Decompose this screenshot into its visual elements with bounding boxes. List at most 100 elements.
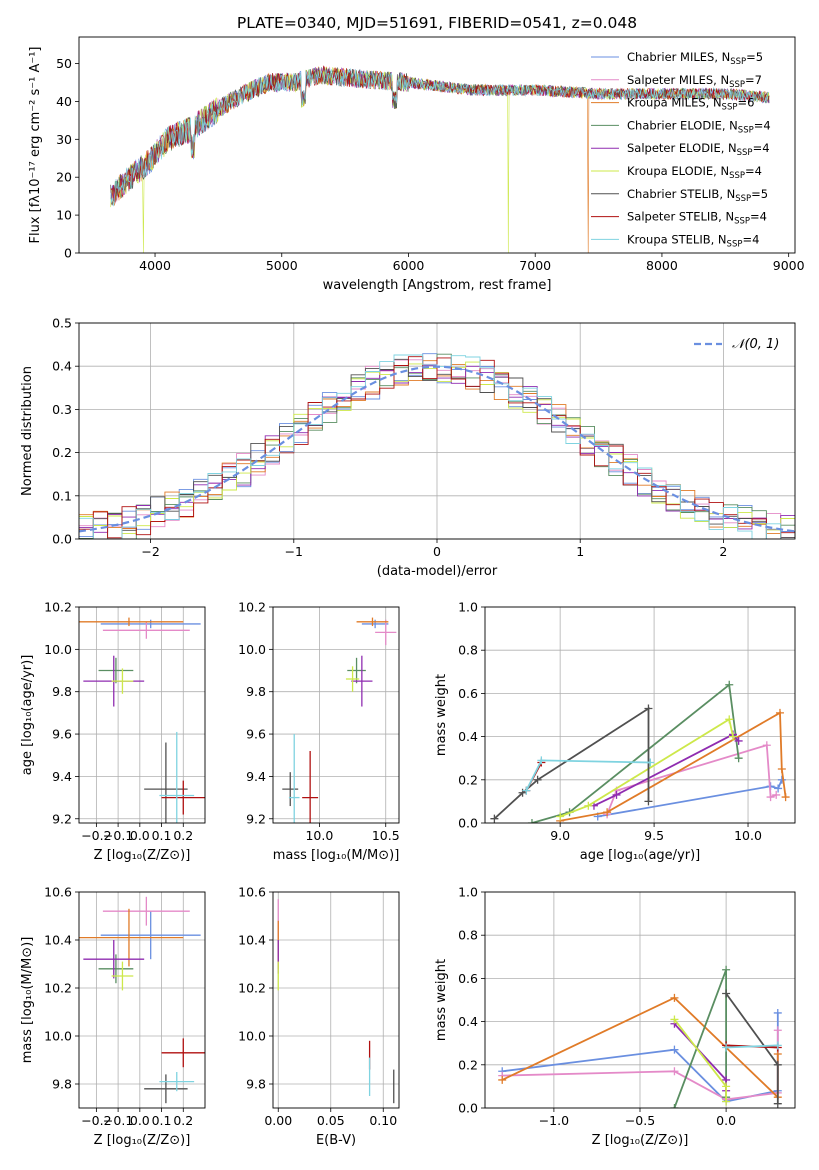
x-tick-label: 9.0 bbox=[550, 828, 570, 843]
y-axis-label: Flux [fλ10⁻¹⁷ erg cm⁻² s⁻¹ A⁻¹] bbox=[28, 47, 43, 244]
y-tick-label: 10.2 bbox=[238, 981, 266, 996]
y-tick-label: 0.2 bbox=[458, 1057, 478, 1072]
x-tick-label: 1 bbox=[576, 544, 584, 559]
x-tick-label: 0.10 bbox=[369, 1113, 397, 1128]
errorbar-point-chabrier-elodie bbox=[98, 657, 134, 684]
x-tick-label: 0.1 bbox=[152, 1113, 172, 1128]
weight-marker bbox=[781, 793, 790, 802]
y-tick-label: 9.8 bbox=[52, 1077, 72, 1092]
legend-label: Salpeter MILES, NSSP=7 bbox=[627, 73, 762, 90]
y-tick-label: 0.4 bbox=[458, 1014, 478, 1029]
y-tick-label: 20 bbox=[56, 170, 72, 185]
x-axis-label: (data-model)/error bbox=[377, 564, 498, 579]
y-tick-label: 10.2 bbox=[44, 981, 72, 996]
plot-area bbox=[498, 965, 782, 1108]
weight-marker bbox=[670, 1045, 679, 1054]
y-axis-label: mass weight bbox=[434, 674, 449, 756]
legend-label: Chabrier STELIB, NSSP=5 bbox=[627, 187, 768, 204]
errorbar-point-kroupa-elodie bbox=[345, 666, 360, 692]
weight-marker bbox=[646, 758, 655, 767]
spectrum-line-kroupa-stelib bbox=[110, 67, 770, 207]
spectrum-line-salpeter-stelib bbox=[110, 65, 770, 203]
weight-marker bbox=[603, 808, 612, 817]
y-tick-label: 1.0 bbox=[458, 600, 478, 615]
legend-label: Chabrier MILES, NSSP=5 bbox=[627, 50, 763, 67]
weight-marker bbox=[612, 790, 621, 799]
spectrum-line-chabrier-miles bbox=[110, 66, 770, 204]
legend-label: 𝒩(0, 1) bbox=[732, 337, 779, 352]
y-tick-label: 30 bbox=[56, 132, 72, 147]
x-tick-label: −0.5 bbox=[625, 1113, 655, 1128]
x-tick-label: 0.1 bbox=[152, 828, 172, 843]
y-tick-label: 10.0 bbox=[44, 642, 72, 657]
weight-marker bbox=[722, 1097, 731, 1106]
weight-line-kroupa-elodie bbox=[559, 717, 734, 818]
x-tick-label: 6000 bbox=[393, 258, 425, 273]
axes-frame bbox=[78, 606, 206, 824]
y-tick-label: 9.8 bbox=[246, 1077, 266, 1092]
x-axis-label: mass [log₁₀(M/M⊙)] bbox=[273, 848, 400, 863]
errorbar-point-salpeter-stelib bbox=[161, 780, 205, 815]
errorbar-point-kroupa-stelib bbox=[288, 734, 300, 823]
y-tick-label: 10.6 bbox=[44, 885, 72, 900]
weight-vs-Z-panel: −1.0 −0.5 0.0 0.0 0.2 0.4 0.6 0.8 1.0 Z [log₁₀(Z/… bbox=[434, 885, 796, 1148]
y-tick-label: 0.1 bbox=[52, 488, 72, 503]
weight-line-salpeter-elodie bbox=[593, 733, 740, 807]
plot-area bbox=[277, 899, 395, 1104]
weight-marker bbox=[729, 732, 737, 741]
weight-marker bbox=[773, 1026, 782, 1035]
errorbar-point-kroupa-miles bbox=[79, 908, 184, 967]
x-axis-label: E(B-V) bbox=[316, 1133, 356, 1148]
y-axis-label: mass [log₁₀(M/M⊙)] bbox=[20, 937, 35, 1064]
x-tick-label: −0.1 bbox=[103, 1113, 133, 1128]
x-axis-label: age [log₁₀(age/yr)] bbox=[580, 848, 701, 863]
x-tick-label: −2 bbox=[141, 544, 159, 559]
errorbar-point-salpeter-miles bbox=[375, 619, 397, 646]
x-tick-label: 5000 bbox=[266, 258, 298, 273]
x-tick-label: −1.0 bbox=[539, 1113, 569, 1128]
weight-marker bbox=[670, 1104, 679, 1108]
y-tick-label: 0.2 bbox=[52, 445, 72, 460]
plot-area bbox=[490, 680, 790, 823]
y-tick-label: 40 bbox=[56, 94, 72, 109]
weight-vs-age-panel: 9.0 9.5 10.0 0.0 0.2 0.4 0.6 0.8 1.0 age [log₁₀(a… bbox=[434, 600, 796, 863]
y-tick-label: 9.4 bbox=[246, 769, 266, 784]
x-axis-label: Z [log₁₀(Z/Z⊙)] bbox=[94, 848, 191, 863]
y-tick-label: 0 bbox=[64, 246, 72, 261]
errorbar-point-kroupa-elodie bbox=[111, 668, 134, 694]
weight-marker bbox=[670, 1067, 679, 1076]
x-tick-label: 4000 bbox=[139, 258, 171, 273]
y-axis-label: Normed distribution bbox=[20, 366, 35, 496]
y-tick-label: 0.4 bbox=[52, 359, 72, 374]
x-tick-label: 0.2 bbox=[173, 1113, 193, 1128]
legend-label: Salpeter STELIB, NSSP=4 bbox=[627, 210, 767, 227]
x-tick-label: 8000 bbox=[646, 258, 678, 273]
weight-line-chabrier-stelib bbox=[725, 992, 779, 1104]
x-tick-label: 7000 bbox=[519, 258, 551, 273]
weight-line-chabrier-miles bbox=[597, 779, 783, 818]
weight-marker bbox=[527, 819, 536, 823]
errorbar-point-chabrier-stelib bbox=[144, 742, 188, 823]
y-tick-label: 10.0 bbox=[238, 642, 266, 657]
weight-marker bbox=[498, 1075, 507, 1084]
y-tick-label: 0.3 bbox=[52, 402, 72, 417]
weight-marker bbox=[584, 801, 593, 810]
weight-marker bbox=[725, 680, 734, 689]
x-axis-label: wavelength [Angstrom, rest frame] bbox=[323, 278, 552, 293]
weight-marker bbox=[777, 765, 786, 773]
errorbar-point-chabrier-miles bbox=[100, 619, 201, 629]
errorbar-point-kroupa-elodie bbox=[111, 961, 134, 991]
y-tick-label: 9.8 bbox=[52, 684, 72, 699]
errorbar-point-salpeter-miles bbox=[102, 621, 190, 639]
axes-frame bbox=[272, 891, 400, 1109]
x-tick-label: −1 bbox=[285, 544, 303, 559]
x-tick-label: 9000 bbox=[773, 258, 805, 273]
weight-marker bbox=[734, 736, 743, 745]
weight-marker bbox=[774, 784, 783, 793]
spectrum-legend: Chabrier MILES, NSSP=5 Salpeter MILES, NS… bbox=[591, 50, 771, 249]
legend-label: Kroupa ELODIE, NSSP=4 bbox=[627, 164, 762, 181]
mass-vs-ebv-panel: 0.00 0.05 0.10 9.8 10.0 10.2 10.4 10.6 E(B-V) bbox=[238, 885, 400, 1148]
errorbar-point-chabrier-stelib bbox=[282, 772, 299, 807]
y-tick-label: 10.2 bbox=[44, 600, 72, 615]
